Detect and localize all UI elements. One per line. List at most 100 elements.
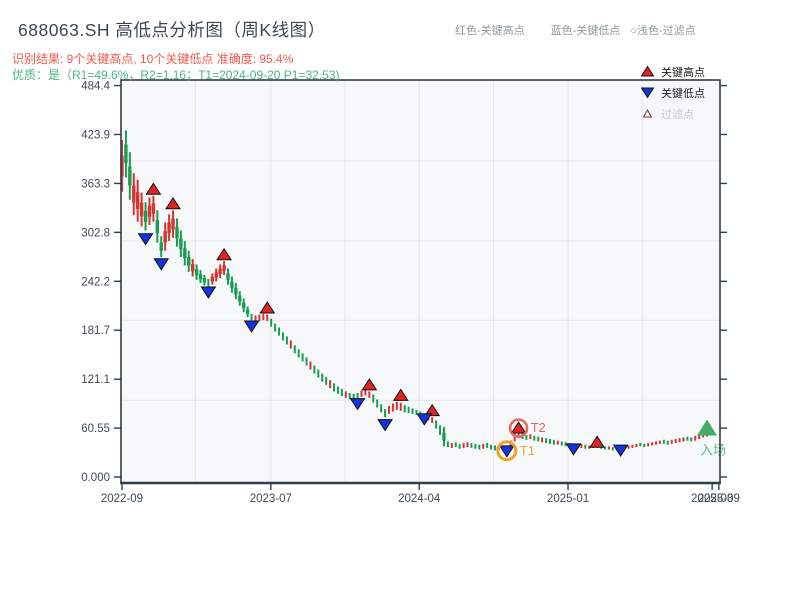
candle: [317, 369, 320, 378]
candle-body: [124, 144, 128, 164]
candle: [662, 439, 665, 444]
candle: [278, 327, 281, 336]
candle: [466, 442, 469, 448]
candle: [525, 434, 528, 440]
candle-body: [171, 218, 175, 230]
candle: [651, 442, 654, 446]
candle-body: [238, 295, 242, 302]
key-high-marker: [510, 421, 527, 434]
candle: [258, 314, 261, 322]
candle-body: [242, 302, 246, 309]
candle: [376, 399, 379, 408]
candle: [462, 443, 465, 448]
key-low-marker: [200, 286, 217, 299]
candle: [301, 353, 304, 362]
y-tick-label: 60.55: [81, 423, 110, 435]
candle: [411, 408, 414, 414]
candle: [262, 313, 265, 321]
candle: [289, 340, 292, 349]
candle: [643, 443, 646, 448]
candle: [403, 405, 406, 413]
candle: [658, 440, 661, 444]
candle-body: [128, 166, 132, 186]
candle: [380, 404, 383, 413]
candle: [639, 443, 642, 447]
candle: [372, 394, 375, 403]
y-tick-label: 363.3: [81, 178, 110, 190]
legend-item-key-high: 关键高点: [641, 61, 705, 82]
candle: [399, 402, 402, 411]
key-low-marker: [498, 445, 515, 458]
candle-body: [234, 287, 238, 295]
candle: [635, 443, 638, 448]
legend-label-filtered: 过滤点: [661, 108, 694, 121]
candle: [627, 445, 630, 449]
candle: [580, 443, 583, 448]
key-low-marker: [243, 320, 260, 333]
candle-body: [139, 202, 144, 217]
plot-background: [121, 80, 720, 483]
recognition-result: 识别结果: 9个关键高点, 10个关键低点 准确度: 95.4%: [12, 52, 294, 66]
legend-label-key-low: 关键低点: [661, 87, 705, 100]
candle: [313, 365, 316, 374]
legend-label-key-high: 关键高点: [661, 66, 705, 79]
candle: [439, 425, 442, 435]
candle: [415, 409, 418, 415]
candle-body: [226, 273, 230, 280]
candle-body: [132, 185, 136, 203]
candle-body: [179, 238, 183, 250]
candle-body: [190, 264, 195, 272]
candle: [387, 405, 390, 414]
kline-chart: T2 T1 入场 0.000 60.55 121.1 181.7 242.2 302.8 363.…: [81, 79, 740, 505]
color-key-low: 蓝色-关键低点: [550, 25, 621, 37]
key-high-marker: [165, 196, 181, 210]
candle: [686, 436, 689, 441]
candle: [270, 318, 273, 327]
candle: [336, 386, 339, 394]
candle-body: [159, 242, 163, 251]
candle: [309, 361, 312, 370]
candle-body: [183, 248, 187, 259]
key-high-marker: [424, 403, 441, 417]
candle: [356, 392, 359, 399]
chart-legend: 关键高点 关键低点 过滤点: [641, 61, 705, 124]
entry-triangle: [697, 419, 718, 436]
candle: [603, 446, 606, 450]
candle-body: [198, 274, 203, 280]
key-high-marker: [145, 182, 162, 195]
key-low-marker: [565, 443, 582, 456]
filtered-triangle-icon: [642, 108, 653, 118]
candle: [293, 345, 296, 354]
candle: [556, 440, 559, 445]
candle: [450, 443, 453, 448]
key-high-triangle-icon: [641, 66, 654, 77]
candle-body: [151, 203, 156, 214]
key-high-marker: [259, 301, 276, 314]
candle: [611, 447, 614, 451]
candle: [490, 444, 493, 450]
candle: [281, 332, 284, 341]
candle: [654, 441, 657, 445]
candle: [494, 445, 497, 451]
y-tick-label: 242.2: [81, 276, 110, 288]
color-key: 红色-关键高点 蓝色-关键低点 ○浅色-过滤点: [455, 22, 745, 38]
key-low-triangle-icon: [641, 87, 654, 98]
candle: [340, 388, 343, 397]
candle: [254, 315, 257, 322]
candle: [548, 439, 551, 444]
candle-body: [442, 432, 446, 441]
page-title: 688063.SH 高低点分析图（周K线图）: [18, 20, 326, 40]
candle: [305, 357, 308, 366]
candle: [670, 439, 673, 444]
candle: [631, 444, 634, 448]
candle-body: [120, 155, 124, 177]
t1-label: T1: [520, 443, 535, 458]
candle: [666, 440, 669, 445]
key-low-marker: [349, 398, 366, 411]
candle: [207, 279, 210, 288]
candle-body: [202, 278, 207, 283]
y-tick-label: 423.9: [81, 129, 110, 141]
candle: [321, 373, 324, 382]
candle: [694, 435, 697, 441]
